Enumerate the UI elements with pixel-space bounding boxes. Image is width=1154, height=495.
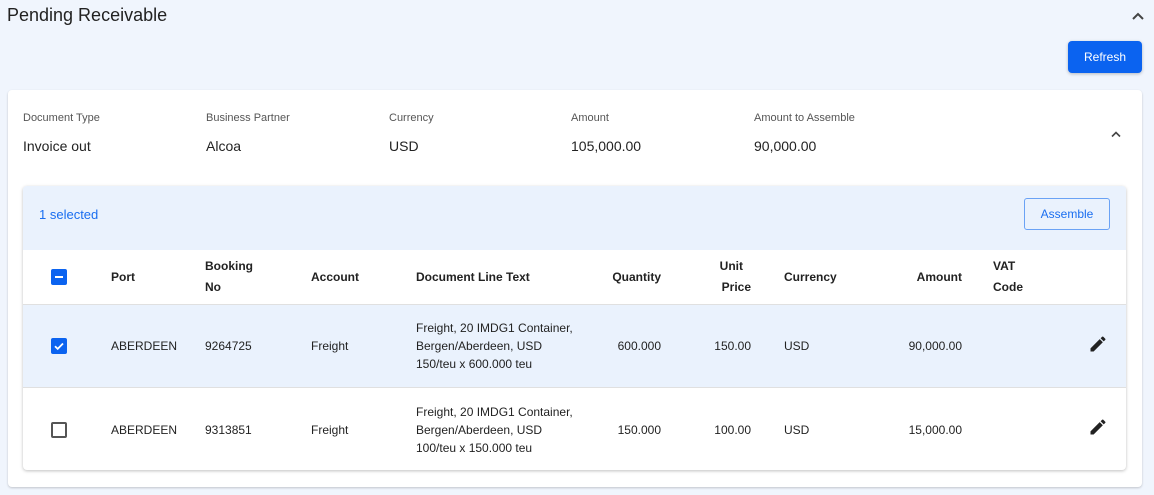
field-label: Document Type	[23, 112, 100, 124]
cell-amount: 15,000.00	[908, 422, 962, 437]
header-booking[interactable]: Booking No	[205, 256, 311, 298]
refresh-button[interactable]: Refresh	[1068, 41, 1142, 73]
header-currency[interactable]: Currency	[784, 269, 837, 284]
header-amount[interactable]: Amount	[916, 269, 962, 284]
page-title: Pending Receivable	[7, 5, 168, 25]
header-text: Unit	[719, 259, 743, 273]
cell-booking: 9313851	[205, 422, 252, 437]
field-business-partner: Business Partner Alcoa	[206, 112, 290, 154]
selected-count: 1 selected	[39, 207, 99, 222]
cell-text: Freight, 20 IMDG1 Container, Bergen/Aber…	[416, 321, 573, 371]
header-text: No	[205, 280, 221, 294]
header-unit-price[interactable]: Unit Price	[661, 256, 751, 298]
cell-currency: USD	[784, 422, 810, 437]
header-text[interactable]: Document Line Text	[416, 269, 530, 284]
header-text: Price	[721, 280, 751, 294]
header-port[interactable]: Port	[111, 269, 135, 284]
assemble-button[interactable]: Assemble	[1024, 198, 1110, 230]
header-vat-code[interactable]: VAT Code	[962, 256, 1063, 298]
cell-unit-price: 150.00	[714, 339, 751, 353]
table-header: Port Booking No Account Document Line Tex…	[23, 250, 1126, 305]
header-text: Booking	[205, 259, 253, 273]
header-quantity[interactable]: Quantity	[612, 269, 661, 284]
field-value: Alcoa	[206, 138, 242, 154]
field-label: Amount to Assemble	[754, 112, 855, 124]
cell-account: Freight	[311, 422, 349, 437]
field-label: Currency	[389, 112, 434, 124]
field-label: Amount	[571, 112, 609, 124]
cell-currency: USD	[784, 339, 810, 353]
cell-quantity: 150.000	[617, 422, 661, 437]
field-label: Business Partner	[206, 112, 290, 124]
chevron-up-icon[interactable]	[1108, 126, 1124, 142]
cell-booking: 9264725	[205, 339, 252, 353]
row-checkbox[interactable]	[51, 421, 67, 438]
cell-port: ABERDEEN	[111, 422, 178, 437]
cell-amount: 90,000.00	[908, 339, 962, 353]
select-all-checkbox[interactable]	[51, 269, 67, 285]
field-value: 105,000.00	[571, 138, 642, 154]
cell-text: Freight, 20 IMDG1 Container, Bergen/Aber…	[416, 404, 573, 455]
cell-port: ABERDEEN	[111, 339, 178, 353]
field-value: USD	[389, 138, 419, 154]
cell-account: Freight	[311, 339, 349, 353]
table-row[interactable]: ABERDEEN 9264725 Freight Freight, 20 IMD…	[23, 305, 1126, 388]
header-text: Code	[993, 280, 1023, 294]
field-amount-to-assemble: Amount to Assemble 90,000.00	[754, 112, 855, 154]
chevron-up-icon[interactable]	[1130, 8, 1146, 24]
header-account[interactable]: Account	[311, 269, 359, 284]
field-currency: Currency USD	[389, 112, 434, 154]
lines-table: 1 selected Assemble Port Booking No Accou…	[23, 186, 1126, 470]
cell-unit-price: 100.00	[714, 422, 751, 437]
receivable-card: Document Type Invoice out Business Partn…	[8, 90, 1142, 487]
header-text: VAT	[993, 259, 1016, 273]
edit-icon[interactable]	[1088, 334, 1108, 354]
edit-icon[interactable]	[1088, 417, 1108, 437]
field-value: Invoice out	[23, 138, 91, 154]
row-checkbox[interactable]	[51, 338, 67, 354]
minus-icon	[55, 276, 63, 278]
field-amount: Amount 105,000.00	[571, 112, 641, 154]
check-icon	[54, 342, 64, 351]
cell-quantity: 600.000	[617, 339, 661, 353]
field-document-type: Document Type Invoice out	[23, 112, 100, 154]
table-row[interactable]: ABERDEEN 9313851 Freight Freight, 20 IMD…	[23, 388, 1126, 470]
selection-toolbar: 1 selected Assemble	[23, 186, 1126, 250]
field-value: 90,000.00	[754, 138, 817, 154]
